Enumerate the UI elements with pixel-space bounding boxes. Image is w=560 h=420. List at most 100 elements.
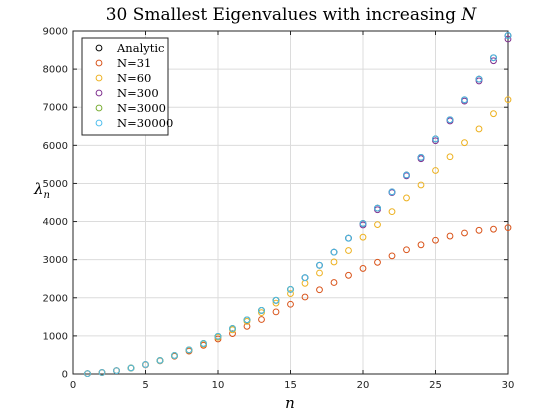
data-point [127,364,135,372]
data-point [330,279,338,286]
data-point [214,335,222,343]
data-point [258,316,265,323]
data-point [156,357,164,364]
chart-title: 30 Smallest Eigenvalues with increasing … [106,5,478,25]
legend-label: N=60 [117,71,151,85]
legend-label: N=3000 [117,101,166,115]
tick-labels: 0 5 10 15 20 25 30 0 1000 2000 3000 4000 5000 6000 700… [43,27,515,392]
series-n-3000 [127,285,294,372]
data-point [374,258,381,266]
x-tick-label: 30 [502,380,515,391]
data-point [243,316,251,324]
data-point [316,286,323,294]
data-point [301,293,309,301]
data-point [504,35,512,43]
legend-marker [95,119,103,127]
data-point [432,135,439,143]
data-point [345,234,352,242]
data-point [243,322,251,330]
data-point [316,269,323,277]
data-point [113,367,120,375]
data-point [490,225,497,233]
legend-label: Analytic [116,41,164,55]
data-point [417,241,425,249]
data-point [446,153,454,161]
data-point [490,54,497,62]
y-tick-label: 5000 [43,179,68,190]
y-tick-label: 8000 [43,65,68,76]
data-point [229,325,236,332]
legend-box [81,37,169,136]
data-point [475,75,483,83]
data-point [359,233,367,241]
data-point [504,32,512,39]
y-axis-label: λn [33,180,50,201]
x-axis-label: n [285,394,295,412]
x-tick-label: 10 [212,380,225,391]
data-point [287,285,294,293]
y-tick-label: 0 [62,370,68,381]
data-point [171,352,178,359]
data-point [301,274,309,282]
legend-marker [95,74,103,82]
y-tick-label: 2000 [43,293,68,304]
data-point [403,194,410,202]
x-tick-label: 25 [429,380,442,391]
data-point [359,220,367,227]
data-point [417,181,425,189]
legend-marker [95,44,103,52]
data-point [490,110,497,118]
data-point [345,271,352,279]
y-tick-label: 1000 [43,331,68,342]
x-tick-label: 5 [142,380,148,391]
data-point [229,330,236,338]
data-point [258,307,265,314]
data-point [374,204,381,212]
data-point [432,167,439,174]
data-point [446,116,454,124]
data-point [490,57,497,65]
data-points [84,32,512,378]
data-point [417,153,425,161]
data-point [359,265,367,272]
legend-marker [95,59,103,67]
data-point [287,300,294,308]
legend-marker [95,104,103,112]
data-point [98,369,106,376]
data-point [388,208,396,216]
data-point [432,137,439,145]
data-point [272,296,280,304]
data-point [142,361,149,368]
data-point [316,261,323,269]
series-n-30000 [84,32,512,378]
legend-marker [95,89,103,97]
data-point [84,370,91,378]
data-point [388,188,396,196]
data-point [403,246,410,254]
data-point [388,252,396,260]
data-point [461,229,468,237]
data-point [446,232,454,240]
x-tick-label: 15 [284,380,297,391]
y-tick-label: 6000 [43,141,68,152]
data-point [403,171,410,179]
data-point [345,247,352,254]
data-point [475,125,483,133]
data-point [200,340,207,347]
legend-label: N=30000 [117,116,173,130]
y-tick-label: 9000 [43,27,68,38]
data-point [214,332,222,340]
data-point [258,309,265,317]
y-tick-label: 4000 [43,217,68,228]
data-point [287,290,294,297]
data-point [475,77,483,85]
y-tick-label: 3000 [43,255,68,266]
data-point [504,96,512,103]
legend-label: N=31 [117,56,151,70]
legend-label: N=300 [117,86,159,100]
x-tick-label: 0 [70,380,76,391]
series-n-31 [84,224,512,378]
x-tick-label: 20 [357,380,370,391]
